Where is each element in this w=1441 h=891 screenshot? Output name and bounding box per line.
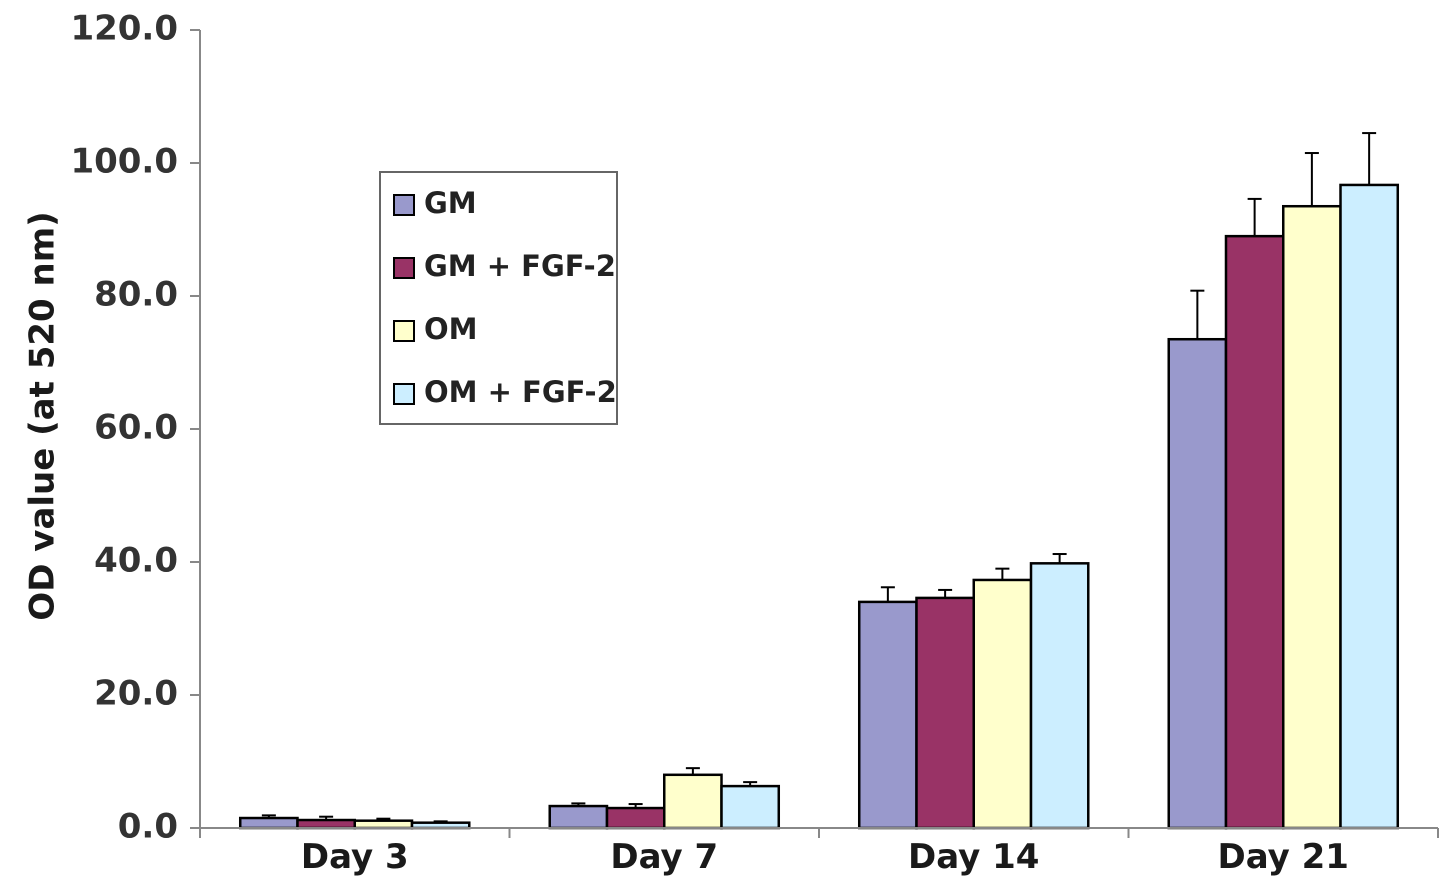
legend-label-om: OM [424, 312, 478, 346]
bar-om-day-3 [353, 819, 414, 830]
legend-label-gm: GM [424, 186, 477, 220]
bar-gm-day-7 [548, 804, 609, 830]
series-gm [238, 289, 1228, 830]
legend: GM GM + FGF-2 OM OM + FGF-2 [379, 171, 618, 425]
legend-swatch-om-fgf-2 [393, 383, 415, 405]
x-category-label: Day 7 [610, 837, 718, 877]
bar-om-fgf-2-day-7 [720, 784, 781, 830]
bar-gm-fgf-2-day-7 [605, 806, 666, 830]
y-tick-label: 80.0 [94, 275, 178, 315]
bar-om-day-7 [663, 773, 723, 830]
legend-box [379, 171, 618, 425]
bar-gm-fgf-2-day-14 [915, 596, 975, 830]
x-category-label: Day 14 [908, 837, 1039, 877]
y-tick-label: 20.0 [94, 674, 178, 714]
y-tick-label: 60.0 [94, 408, 178, 448]
bar-gm-fgf-2-day-21 [1224, 234, 1285, 830]
y-axis-title: OD value (at 520 nm) [23, 211, 63, 620]
bar-gm-fgf-2-day-3 [296, 818, 356, 830]
bar-gm-day-14 [857, 600, 918, 830]
legend-label-gm-fgf-2: GM + FGF-2 [424, 249, 616, 283]
y-tick-label: 100.0 [70, 142, 178, 182]
y-tick-label: 40.0 [94, 541, 178, 581]
x-axis-category-labels: Day 3 Day 7 Day 14 Day 21 [301, 837, 1349, 877]
legend-swatch-om [393, 320, 415, 342]
bar-om-day-14 [972, 578, 1033, 830]
series-om-fgf-2 [410, 132, 1400, 830]
bar-series [238, 132, 1400, 830]
x-axis-ticks [199, 828, 1439, 838]
y-axis-ticks: 0.0 20.0 40.0 60.0 80.0 100.0 120.0 [70, 9, 200, 847]
legend-swatch-gm [393, 194, 415, 216]
bar-gm-day-3 [238, 816, 299, 830]
x-category-label: Day 3 [301, 837, 409, 877]
legend-swatch-gm-fgf-2 [393, 257, 415, 279]
bar-om-fgf-2-day-21 [1339, 183, 1400, 830]
bar-om-fgf-2-day-14 [1029, 562, 1090, 830]
bar-om-day-21 [1282, 204, 1342, 830]
x-category-label: Day 21 [1218, 837, 1349, 877]
bar-gm-day-21 [1167, 337, 1228, 830]
y-tick-label: 0.0 [118, 807, 178, 847]
legend-label-om-fgf-2: OM + FGF-2 [424, 375, 617, 409]
y-tick-label: 120.0 [70, 9, 178, 49]
